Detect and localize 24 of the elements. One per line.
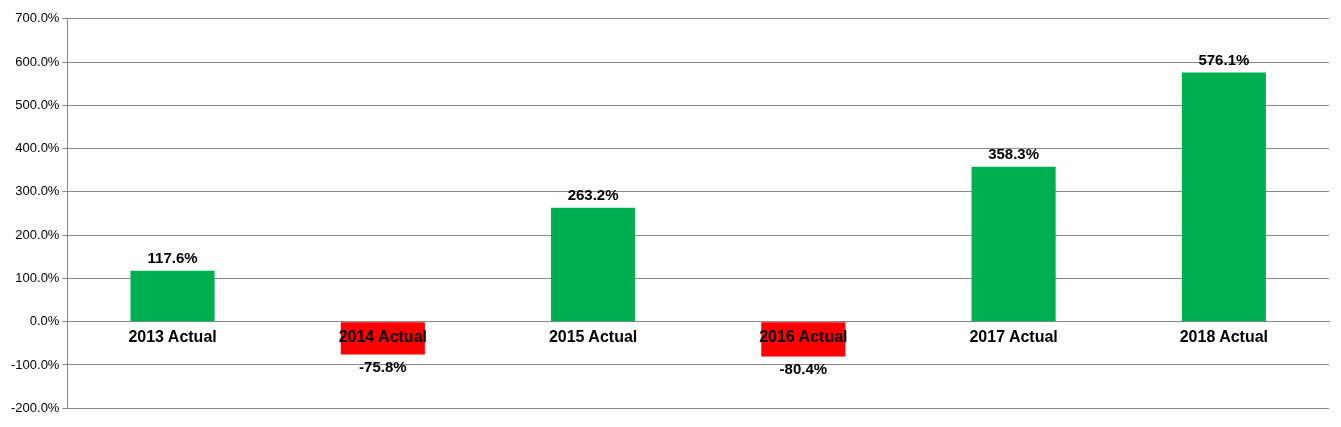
y-tick-label: 100.0%	[15, 269, 60, 285]
data-label: -80.4%	[779, 360, 828, 378]
y-tick-label: 300.0%	[15, 183, 60, 199]
bar	[551, 207, 636, 322]
data-label: 358.3%	[988, 145, 1040, 163]
x-tick-label: 2013 Actual	[128, 328, 217, 346]
y-tick-label: -100.0%	[11, 356, 60, 372]
data-label: 117.6%	[147, 249, 198, 267]
data-label: 576.1%	[1198, 51, 1250, 69]
y-tick-label: 500.0%	[15, 96, 60, 112]
bar	[971, 166, 1056, 322]
x-tick-label: 2015 Actual	[548, 328, 638, 346]
y-tick-label: 200.0%	[15, 226, 60, 242]
y-tick-label: 700.0%	[15, 10, 60, 26]
data-label: -75.8%	[359, 358, 407, 376]
bar	[130, 270, 215, 322]
bar	[1181, 72, 1266, 322]
data-label: 263.2%	[567, 186, 619, 204]
y-tick-label: -200.0%	[11, 399, 60, 415]
y-tick-label: 400.0%	[15, 140, 60, 156]
x-tick-label: 2018 Actual	[1179, 328, 1269, 346]
x-tick-label: 2017 Actual	[969, 328, 1058, 346]
y-tick-label: 600.0%	[15, 53, 60, 69]
y-tick-label: 0.0%	[29, 313, 60, 329]
